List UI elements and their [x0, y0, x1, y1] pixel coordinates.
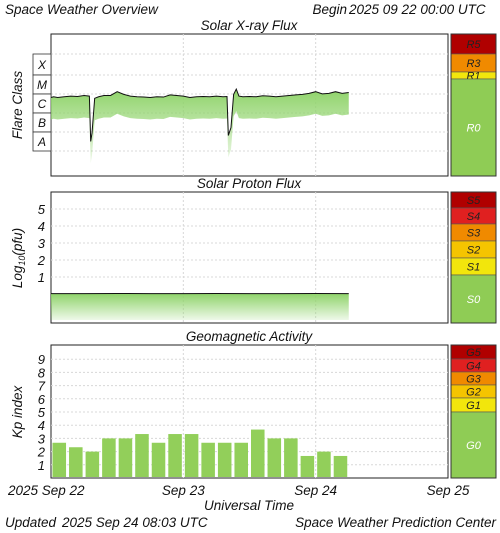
scale-label-g2: G2: [466, 387, 481, 399]
kp-bar-15: [300, 455, 315, 477]
xray-ylabel: Flare Class: [10, 71, 25, 140]
class-label-x: X: [37, 58, 47, 72]
kp-ytick-4: 4: [38, 418, 45, 433]
scale-frame: [450, 344, 497, 479]
scale-label-r5: R5: [466, 39, 481, 51]
class-label-b: B: [38, 116, 46, 130]
x-axis-label: Universal Time: [204, 498, 294, 513]
kp-bar-11: [234, 442, 248, 477]
kp-ylabel: Kp index: [10, 384, 25, 438]
scale-label-s0: S0: [467, 294, 481, 306]
kp-bar-4: [118, 438, 133, 477]
geomag-panel-title: Geomagnetic Activity: [186, 329, 314, 344]
kp-bar-13: [267, 438, 282, 477]
x-axis-tick-labels: 2025 Sep 22 Sep 23 Sep 24 Sep 25: [7, 483, 470, 498]
proton-ytick-2: 2: [37, 253, 46, 268]
class-label-m: M: [37, 78, 47, 92]
kp-bar-16: [317, 451, 331, 477]
proton-s-scale: S5 S4 S3 S2 S1 S0: [450, 191, 497, 324]
updated-time: 2025 Sep 24 08:03 UTC: [61, 515, 208, 530]
kp-plot-area: [50, 344, 449, 479]
proton-ytick-3: 3: [38, 236, 46, 251]
kp-bar-0: [52, 442, 67, 477]
class-label-c: C: [38, 97, 47, 111]
scale-label-g1: G1: [466, 400, 481, 412]
scale-band-g0: [450, 411, 497, 479]
xray-flux-fill: [51, 89, 349, 164]
kp-bar-3: [102, 438, 116, 477]
kp-ytick-5: 5: [38, 405, 46, 420]
proton-flux-curve: [51, 292, 349, 320]
page-title: Space Weather Overview: [5, 2, 159, 17]
proton-ytick-1: 1: [38, 270, 45, 285]
kp-bar-7: [168, 434, 182, 477]
kp-bar-6: [151, 442, 166, 477]
kp-ytick-9: 9: [38, 352, 45, 367]
scale-band-s0: [450, 274, 497, 324]
x-tick-label-3: Sep 25: [427, 483, 470, 498]
kp-bar-8: [184, 434, 199, 477]
proton-ylabel: Log10(pfu): [10, 228, 27, 288]
proton-ytick-4: 4: [38, 219, 45, 234]
xray-panel-title: Solar X-ray Flux: [201, 18, 299, 33]
proton-ylabel-sub: 10: [17, 256, 27, 266]
kp-bars: [52, 429, 348, 477]
updated-label: Updated: [5, 515, 57, 530]
class-label-a: A: [37, 135, 46, 149]
proton-panel-title: Solar Proton Flux: [197, 176, 303, 191]
credit: Space Weather Prediction Center: [295, 515, 496, 530]
kp-bar-9: [201, 442, 215, 477]
scale-frame: [450, 191, 497, 324]
proton-ytick-labels: 1 2 3 4 5: [37, 202, 46, 285]
kp-ytick-2: 2: [37, 445, 46, 460]
x-tick-label-1: Sep 23: [162, 483, 205, 498]
begin-label: Begin: [312, 2, 347, 17]
x-tick-label-2: Sep 24: [294, 483, 337, 498]
kp-bar-1: [69, 447, 83, 477]
kp-bar-10: [217, 442, 232, 477]
kp-ytick-1: 1: [38, 458, 45, 473]
class-box-a: [32, 131, 52, 152]
scale-label-r3: R3: [466, 58, 481, 70]
kp-bar-14: [284, 438, 298, 477]
scale-label-g4: G4: [466, 361, 481, 373]
kp-ytick-8: 8: [38, 365, 46, 380]
proton-flux-fill: [51, 293, 349, 320]
kp-ytick-6: 6: [38, 392, 46, 407]
scale-frame: [450, 33, 497, 177]
scale-label-s1: S1: [467, 262, 480, 274]
proton-ytick-5: 5: [38, 202, 46, 217]
scale-label-s5: S5: [467, 195, 481, 207]
kp-bar-12: [251, 429, 265, 477]
scale-label-g5: G5: [466, 347, 482, 359]
xray-flux-line: [50, 87, 349, 142]
scale-label-s4: S4: [467, 211, 480, 223]
kp-bar-5: [135, 434, 149, 477]
scale-label-s2: S2: [467, 245, 480, 257]
kp-ytick-7: 7: [38, 379, 46, 394]
scale-band-r0: [450, 78, 497, 177]
xray-flux-curve: [50, 87, 349, 164]
proton-panel: 1 2 3 4 5 S5 S4 S3 S2 S1 S0 Log10(pfu): [10, 191, 497, 324]
proton-ylabel-main: Log: [10, 265, 25, 288]
kp-bar-2: [85, 451, 100, 477]
scale-label-g3: G3: [466, 374, 482, 386]
kp-bar-17: [333, 455, 348, 477]
scale-label-r0: R0: [466, 123, 481, 135]
scale-label-s3: S3: [467, 228, 481, 240]
scale-label-g0: G0: [466, 440, 482, 452]
begin-time: 2025 09 22 00:00 UTC: [348, 2, 486, 17]
kp-ytick-3: 3: [38, 431, 46, 446]
proton-ylabel-tail: (pfu): [10, 228, 25, 256]
x-tick-label-0: 2025 Sep 22: [7, 483, 85, 498]
